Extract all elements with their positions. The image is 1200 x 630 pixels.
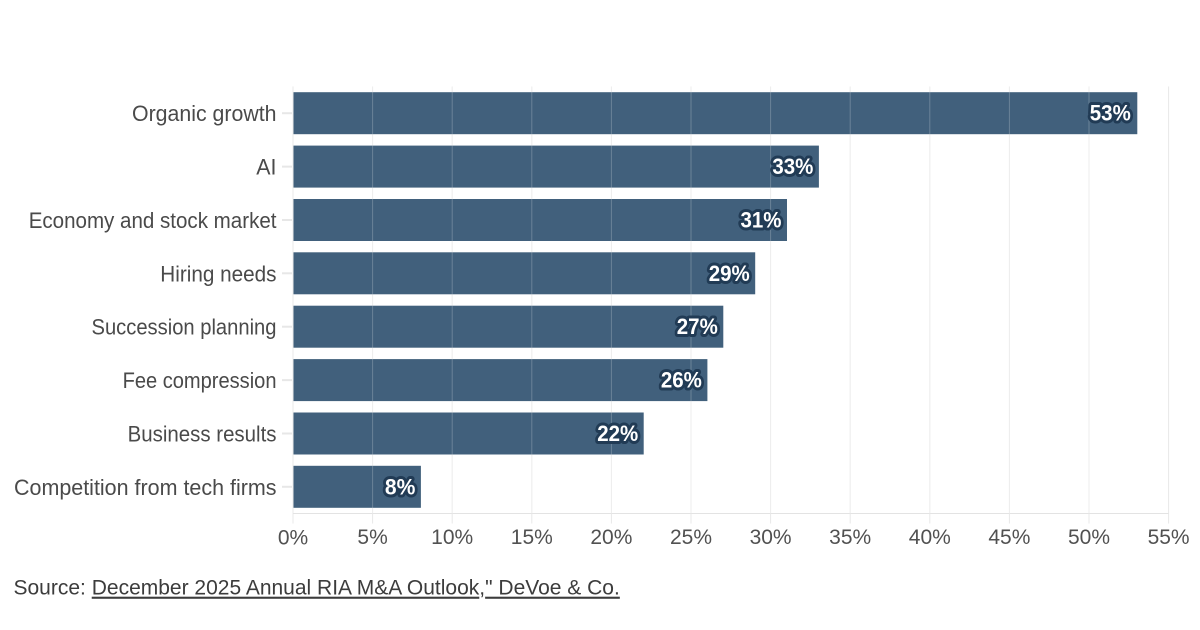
- svg-text:Organic growth: Organic growth: [132, 101, 277, 126]
- svg-text:22%: 22%: [597, 421, 638, 446]
- svg-text:33%: 33%: [772, 154, 813, 179]
- svg-text:26%: 26%: [661, 368, 702, 393]
- svg-text:40%: 40%: [909, 526, 951, 549]
- svg-text:35%: 35%: [829, 526, 871, 549]
- svg-text:Competition from tech firms: Competition from tech firms: [14, 475, 277, 500]
- svg-text:8%: 8%: [385, 474, 416, 499]
- svg-text:AI: AI: [256, 155, 276, 180]
- svg-text:Business results: Business results: [128, 422, 277, 447]
- svg-text:Economy and stock market: Economy and stock market: [29, 208, 277, 233]
- svg-text:Succession planning: Succession planning: [92, 315, 277, 340]
- svg-text:55%: 55%: [1148, 526, 1190, 549]
- svg-text:30%: 30%: [750, 526, 792, 549]
- svg-text:29%: 29%: [709, 261, 750, 286]
- svg-text:50%: 50%: [1068, 526, 1110, 549]
- svg-text:20%: 20%: [590, 526, 632, 549]
- svg-text:45%: 45%: [988, 526, 1030, 549]
- svg-text:Source: December 2025 Annual R: Source: December 2025 Annual RIA M&A Out…: [14, 577, 620, 600]
- svg-text:Hiring needs: Hiring needs: [160, 261, 276, 286]
- svg-text:15%: 15%: [511, 526, 553, 549]
- svg-text:10%: 10%: [431, 526, 473, 549]
- svg-text:31%: 31%: [741, 208, 782, 233]
- svg-text:0%: 0%: [278, 526, 308, 549]
- svg-text:27%: 27%: [677, 314, 718, 339]
- svg-text:5%: 5%: [357, 526, 387, 549]
- svg-text:53%: 53%: [1090, 101, 1131, 126]
- svg-text:Fee compression: Fee compression: [123, 368, 277, 393]
- svg-text:25%: 25%: [670, 526, 712, 549]
